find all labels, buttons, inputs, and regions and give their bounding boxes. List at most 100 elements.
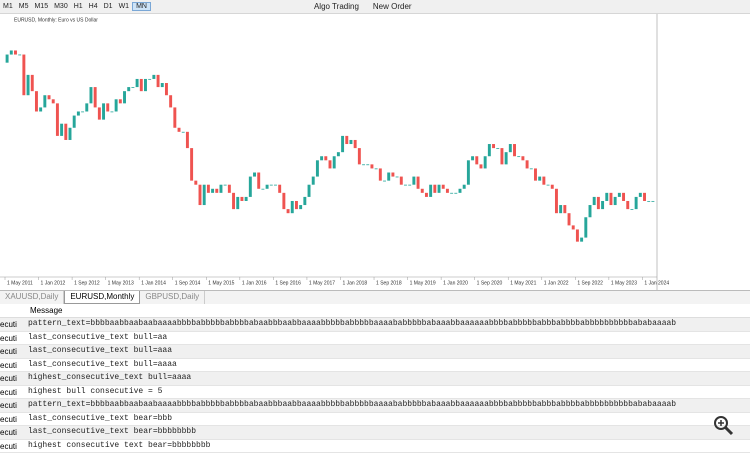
candle-body bbox=[76, 111, 80, 116]
x-tick-label: 1 Jan 2012 bbox=[41, 280, 66, 286]
candle-body bbox=[328, 160, 332, 169]
x-tick-label: 1 Sep 2018 bbox=[376, 280, 402, 286]
x-tick-label: 1 Jan 2024 bbox=[644, 280, 669, 286]
candle-body bbox=[248, 176, 252, 197]
x-tick-label: 1 May 2019 bbox=[410, 280, 436, 286]
candle-body bbox=[454, 192, 458, 194]
candle-body bbox=[311, 176, 315, 185]
row-source: ecuti bbox=[0, 333, 17, 343]
row-source: ecuti bbox=[0, 401, 17, 410]
candle-body bbox=[173, 107, 177, 128]
candle-body bbox=[429, 184, 433, 197]
chart-tab[interactable]: XAUUSD,Daily bbox=[0, 291, 65, 304]
candle-body bbox=[102, 103, 106, 120]
timeframe-button[interactable]: H4 bbox=[88, 3, 98, 10]
chart-tab[interactable]: GBPUSD,Daily bbox=[140, 291, 206, 304]
zoom-icon[interactable] bbox=[712, 414, 734, 436]
candle-body bbox=[387, 172, 391, 181]
candle-body bbox=[517, 156, 521, 158]
column-header: Message bbox=[30, 306, 63, 315]
candle-body bbox=[513, 144, 516, 157]
candle-body bbox=[391, 172, 395, 177]
candle-body bbox=[72, 115, 76, 128]
timeframe-button[interactable]: M15 bbox=[34, 3, 49, 10]
candle-body bbox=[559, 205, 563, 214]
timeframe-button[interactable]: M30 bbox=[54, 3, 68, 10]
x-tick-label: 1 May 2017 bbox=[309, 280, 335, 286]
candle-body bbox=[353, 139, 357, 149]
row-message: last_consecutive_text bear=bbbbbbbb bbox=[28, 427, 197, 436]
candle-body bbox=[605, 192, 609, 201]
log-row: ecuti highest consecutive text bear=bbbbb… bbox=[0, 440, 750, 453]
candle-body bbox=[85, 103, 89, 112]
candle-body bbox=[253, 172, 256, 177]
row-message: last_consecutive_text bull=aa bbox=[28, 332, 168, 342]
candle-body bbox=[479, 164, 483, 169]
candle-body bbox=[177, 127, 181, 132]
candle-body bbox=[215, 188, 219, 193]
candle-body bbox=[181, 131, 185, 133]
candle-body bbox=[609, 192, 613, 206]
log-row: ecuti last_consecutive_text bull=aaa bbox=[0, 345, 750, 359]
candle-body bbox=[647, 200, 651, 202]
candle-body bbox=[395, 176, 399, 178]
candle-body bbox=[643, 192, 646, 201]
candle-body bbox=[22, 54, 26, 96]
candle-body bbox=[202, 184, 206, 206]
candle-body bbox=[349, 139, 353, 145]
candle-body bbox=[39, 107, 43, 112]
row-message: highest bull consecutive = 5 bbox=[28, 386, 163, 396]
timeframe-button[interactable]: D1 bbox=[103, 3, 113, 10]
candle-body bbox=[106, 103, 110, 112]
candle-body bbox=[5, 54, 9, 63]
chart-area bbox=[0, 14, 750, 290]
log-row: ecuti last_consecutive_text bear=bbbbbbbb bbox=[0, 426, 750, 440]
candle-body bbox=[240, 196, 244, 201]
candle-body bbox=[437, 184, 441, 193]
candle-body bbox=[433, 184, 437, 193]
candle-body bbox=[315, 160, 319, 177]
timeframe-button[interactable]: W1 bbox=[118, 3, 130, 10]
candle-body bbox=[546, 184, 550, 186]
x-tick-label: 1 Jan 2018 bbox=[342, 280, 367, 286]
x-tick-label: 1 May 2021 bbox=[510, 280, 536, 286]
log-row: ecuti last_consecutive_text bear=bbb bbox=[0, 413, 750, 426]
candle-body bbox=[622, 192, 626, 201]
timeframe-button[interactable]: H1 bbox=[73, 3, 83, 10]
candle-body bbox=[127, 87, 131, 92]
candle-body bbox=[496, 148, 500, 149]
candle-body bbox=[424, 192, 428, 197]
candle-body bbox=[68, 127, 72, 140]
timeframe-button[interactable]: M5 bbox=[18, 3, 29, 10]
candle-body bbox=[18, 54, 22, 56]
candle-body bbox=[55, 103, 59, 136]
candle-body bbox=[550, 184, 554, 189]
candle-body bbox=[601, 200, 605, 210]
chart-title: EURUSD, Monthly: Euro vs US Dollar bbox=[14, 17, 98, 23]
candle-body bbox=[93, 87, 97, 108]
row-message: last_consecutive_text bull=aaa bbox=[28, 346, 173, 355]
new-order-button[interactable]: New Order bbox=[372, 2, 412, 11]
x-tick-label: 1 Jan 2016 bbox=[242, 280, 267, 286]
x-tick-label: 1 May 2015 bbox=[208, 280, 234, 286]
candle-body bbox=[286, 209, 290, 214]
candle-body bbox=[152, 74, 156, 79]
candle-body bbox=[563, 205, 567, 214]
chart-tab[interactable]: EURUSD,Monthly bbox=[64, 291, 141, 304]
log: Message ecuti pattern_text=bbbbaabbaabaaba… bbox=[0, 305, 750, 453]
timeframe-button[interactable]: MN bbox=[132, 2, 151, 11]
algo-trading-button[interactable]: Algo Trading bbox=[313, 2, 359, 11]
candle-body bbox=[475, 156, 479, 165]
candle-body bbox=[60, 123, 64, 136]
tabs: XAUUSD,Daily EURUSD,Monthly GBPUSD,Daily bbox=[0, 290, 750, 304]
candle-body bbox=[651, 200, 655, 202]
timeframe-button[interactable]: M1 bbox=[3, 3, 13, 10]
candle-body bbox=[362, 164, 366, 166]
toolbar: M1 M5 M15 M30 H1 H4 D1 W1 MN Algo Trading New Orde… bbox=[0, 0, 750, 14]
x-tick-label: 1 Sep 2022 bbox=[577, 280, 603, 286]
candle-body bbox=[408, 184, 412, 186]
candle-body bbox=[580, 237, 584, 242]
candle-body bbox=[500, 148, 504, 165]
row-message: highest_consecutive_text bull=aaaa bbox=[28, 373, 192, 382]
row-source: ecuti bbox=[0, 441, 17, 451]
